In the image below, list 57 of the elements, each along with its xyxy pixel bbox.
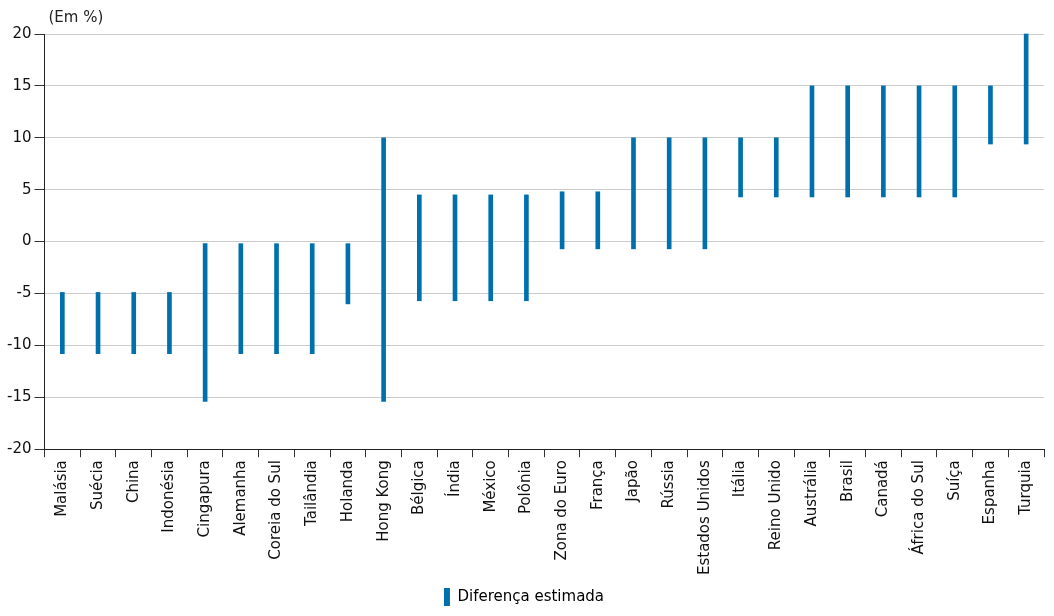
y-tick-label: -15: [7, 387, 32, 406]
bar: [595, 191, 601, 250]
x-tick-label: Polônia: [516, 460, 535, 515]
bar: [631, 137, 636, 250]
x-tick-label: África do Sul: [907, 460, 927, 555]
legend-label: Diferença estimada: [457, 586, 605, 605]
bar: [381, 137, 386, 402]
x-tick-label: Indonésia: [159, 460, 178, 533]
bar: [416, 194, 422, 302]
x-tick-label: Japão: [623, 460, 642, 503]
bar: [738, 137, 743, 198]
x-tick-label: Canadá: [873, 460, 892, 518]
x-tick-label: Índia: [443, 460, 463, 497]
x-tick-label: Estados Unidos: [694, 460, 713, 576]
x-tick-label: Cingapura: [195, 460, 214, 538]
x-tick-label: Alemanha: [230, 460, 249, 536]
y-tick-label: 20: [12, 23, 32, 42]
y-tick-label: 0: [21, 231, 32, 250]
x-tick-label: Tailândia: [302, 460, 321, 527]
bar: [167, 292, 172, 355]
bar: [488, 194, 494, 302]
x-tick-label: Rússia: [659, 460, 678, 509]
bar: [666, 137, 672, 250]
bar: [274, 243, 279, 355]
x-tick-label: Suíça: [944, 460, 963, 501]
x-tick-label: Brasil: [837, 460, 856, 502]
x-tick-label: Coreia do Sul: [266, 460, 285, 560]
x-tick-label: França: [587, 460, 606, 511]
y-tick-label: -5: [16, 283, 32, 302]
bar: [881, 85, 886, 198]
x-tick-label: Austrália: [801, 460, 820, 527]
y-tick-label: 10: [12, 127, 32, 146]
x-tick-label: Espanha: [980, 460, 999, 525]
bar: [131, 292, 137, 355]
bar: [773, 137, 779, 198]
bar: [988, 85, 993, 145]
x-tick-label: China: [123, 460, 142, 504]
bar: [60, 292, 65, 355]
y-tick-label: -20: [7, 439, 32, 458]
y-tick-label: 5: [21, 179, 32, 198]
x-tick-label: Holanda: [337, 460, 356, 523]
x-tick-label: México: [480, 460, 499, 513]
bar: [524, 194, 529, 302]
x-tick-label: Reino Unido: [766, 460, 785, 551]
bar: [309, 243, 315, 355]
x-tick-label: Bélgica: [409, 460, 428, 516]
x-tick-label: Malásia: [52, 460, 71, 517]
bar: [952, 85, 958, 198]
y-tick-label: 15: [12, 75, 32, 94]
x-tick-label: Itália: [730, 460, 749, 498]
y-axis-title: (Em %): [48, 8, 104, 27]
x-tick-label: Suécia: [87, 460, 106, 511]
x-tick-label: Hong Kong: [373, 460, 392, 542]
x-tick-label: Zona do Euro: [551, 460, 570, 561]
y-tick-label: -10: [7, 335, 32, 354]
bar: [845, 85, 850, 198]
x-tick-label: Turquia: [1016, 460, 1035, 516]
